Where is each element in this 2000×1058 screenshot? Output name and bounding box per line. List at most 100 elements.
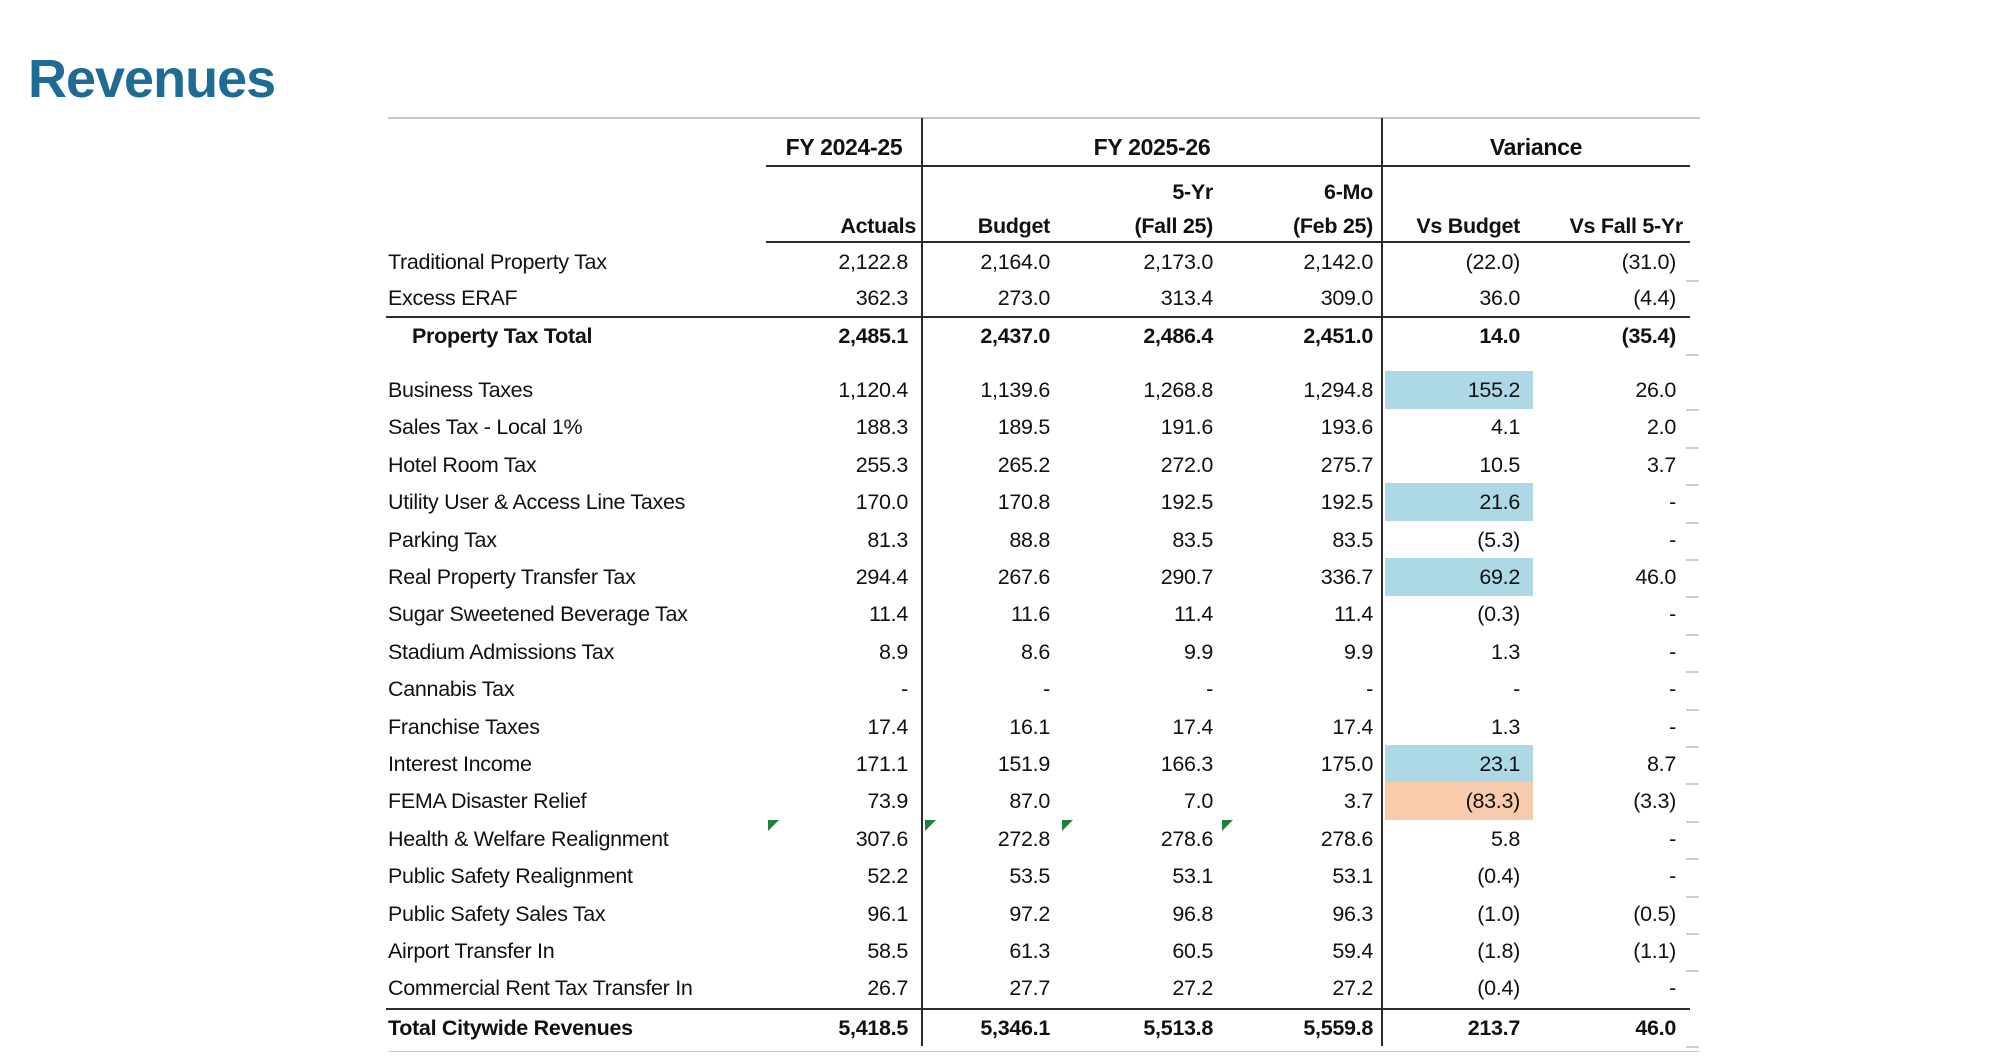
cell-value: 9.9 (1184, 640, 1213, 664)
cell-value: 83.5 (1172, 528, 1213, 552)
row-label: Traditional Property Tax (388, 250, 607, 274)
table-row: Public Safety Sales Tax 96.1 97.2 96.8 96.3 (… (0, 896, 2000, 932)
cell-value: - (1669, 827, 1676, 851)
cell-value: - (1043, 677, 1050, 701)
cell-value: (1.0) (1477, 902, 1520, 926)
column-edge-tick (1686, 746, 1699, 748)
cell-value: 267.6 (997, 565, 1051, 589)
cell-value: 5.8 (1491, 827, 1520, 851)
table-row: Health & Welfare Realignment 307.6 272.8 27… (0, 820, 2000, 857)
cell-value: 21.6 (1479, 490, 1520, 514)
highlight-blue (1385, 558, 1533, 596)
table-row: Franchise Taxes 17.4 16.1 17.4 17.4 1.3 - (0, 709, 2000, 745)
cell-value: 313.4 (1160, 286, 1214, 310)
green-flag-icon (925, 820, 936, 831)
cell-value: 294.4 (855, 565, 909, 589)
highlight-blue (1385, 745, 1533, 783)
cell-value: (1.8) (1477, 939, 1520, 963)
cell-value: 3.7 (1344, 789, 1373, 813)
column-edge-tick (1686, 634, 1699, 636)
cell-value: 5,418.5 (838, 1016, 908, 1040)
cell-value: 151.9 (997, 752, 1051, 776)
cell-value: 171.1 (855, 752, 909, 776)
column-edge-tick (1686, 709, 1699, 711)
table-row: Commercial Rent Tax Transfer In 26.7 27.7 2… (0, 970, 2000, 1006)
cell-value: 11.6 (1010, 602, 1050, 626)
grand-total-rule (386, 1008, 1690, 1010)
row-label: Property Tax Total (412, 324, 593, 348)
cell-value: 17.4 (867, 715, 908, 739)
cell-value: 52.2 (867, 864, 908, 888)
cell-value: 5,513.8 (1143, 1016, 1213, 1040)
cell-value: 272.0 (1160, 453, 1214, 477)
cell-value: 8.6 (1021, 640, 1050, 664)
cell-value: 46.0 (1635, 1016, 1676, 1040)
table-row: Business Taxes 1,120.4 1,139.6 1,268.8 1,294… (0, 371, 2000, 409)
cell-value: - (1669, 602, 1676, 626)
page-title: Revenues (28, 49, 276, 109)
cell-value: 192.5 (1320, 490, 1374, 514)
cell-value: 278.6 (1160, 827, 1214, 851)
subheader-5yr: 5-Yr (1172, 180, 1213, 204)
table-row: FEMA Disaster Relief 73.9 87.0 7.0 3.7 (83.3)… (0, 782, 2000, 820)
highlight-blue (1385, 483, 1533, 521)
cell-value: 272.8 (997, 827, 1051, 851)
green-flag-icon (1062, 820, 1073, 831)
green-flag-icon (1222, 820, 1233, 831)
subheader-feb25: (Feb 25) (1292, 214, 1373, 238)
column-separator-1 (921, 118, 923, 1046)
cell-value: 27.7 (1009, 976, 1050, 1000)
cell-value: 8.9 (879, 640, 908, 664)
cell-value: 17.4 (1172, 715, 1213, 739)
cell-value: 26.7 (867, 976, 908, 1000)
row-label: Business Taxes (388, 378, 533, 402)
table-row: Property Tax Total 2,485.1 2,437.0 2,486.4 2… (0, 318, 2000, 354)
cell-value: 73.9 (867, 789, 908, 813)
cell-value: 278.6 (1320, 827, 1374, 851)
table-bottom-rule (388, 1051, 1700, 1052)
cell-value: (31.0) (1621, 250, 1677, 274)
cell-value: - (901, 677, 908, 701)
cell-value: - (1669, 715, 1676, 739)
row-label: Commercial Rent Tax Transfer In (388, 976, 693, 1000)
cell-value: 309.0 (1320, 286, 1374, 310)
cell-value: (4.4) (1633, 286, 1676, 310)
cell-value: 69.2 (1479, 565, 1520, 589)
column-edge-tick (1686, 484, 1699, 486)
table-row: Hotel Room Tax 255.3 265.2 272.0 275.7 10.5 3.… (0, 447, 2000, 483)
cell-value: (5.3) (1477, 528, 1520, 552)
table-row: Airport Transfer In 58.5 61.3 60.5 59.4 (1.8)… (0, 933, 2000, 969)
cell-value: 175.0 (1320, 752, 1374, 776)
cell-value: 60.5 (1172, 939, 1213, 963)
highlight-blue (1385, 371, 1533, 409)
cell-value: 213.7 (1467, 1016, 1521, 1040)
property-tax-total-rule (386, 316, 1690, 318)
cell-value: 96.3 (1332, 902, 1373, 926)
cell-value: 2,142.0 (1303, 250, 1373, 274)
subheader-vs-fall-5yr: Vs Fall 5-Yr (1569, 214, 1683, 238)
table-row: Total Citywide Revenues 5,418.5 5,346.1 5,5… (0, 1010, 2000, 1046)
cell-value: 58.5 (867, 939, 908, 963)
table-row: Cannabis Tax - - - - - - (0, 671, 2000, 707)
cell-value: (0.4) (1477, 864, 1520, 888)
column-group-variance: Variance (1489, 134, 1583, 160)
row-label: Hotel Room Tax (388, 453, 537, 477)
cell-value: 11.4 (1333, 602, 1373, 626)
cell-value: 97.2 (1009, 902, 1050, 926)
cell-value: 170.0 (855, 490, 909, 514)
cell-value: (3.3) (1633, 789, 1676, 813)
column-edge-tick (1686, 896, 1699, 898)
table-row: Public Safety Realignment 52.2 53.5 53.1 53.… (0, 858, 2000, 894)
cell-value: 1.3 (1491, 640, 1520, 664)
cell-value: 155.2 (1467, 378, 1521, 402)
cell-value: 27.2 (1172, 976, 1213, 1000)
row-label: Health & Welfare Realignment (388, 827, 669, 851)
cell-value: 2,486.4 (1143, 324, 1213, 348)
row-label: Airport Transfer In (388, 939, 555, 963)
cell-value: - (1513, 677, 1520, 701)
column-edge-tick (1686, 354, 1699, 356)
column-edge-tick (1686, 933, 1699, 935)
column-group-fy2025-26: FY 2025-26 (1093, 134, 1211, 160)
row-label: Utility User & Access Line Taxes (388, 490, 686, 514)
subheader-fall25: (Fall 25) (1134, 214, 1213, 238)
